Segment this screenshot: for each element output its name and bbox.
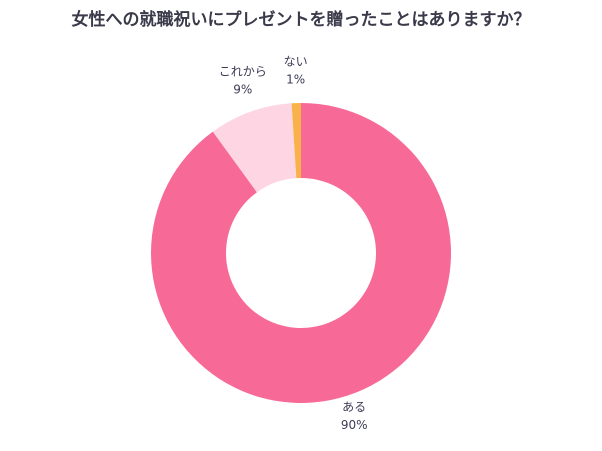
chart-title: 女性への就職祝いにプレゼントを贈ったことはありますか？: [72, 9, 531, 30]
slice-label: これから: [219, 65, 267, 79]
slice-label: ある: [342, 400, 366, 414]
donut-slice: [212, 103, 297, 193]
slice-value-label: 9%: [233, 83, 252, 97]
donut-slice: [291, 103, 301, 179]
slice-value-label: 90%: [341, 418, 368, 432]
slice-value-label: 1%: [286, 73, 305, 87]
slice-label: ない: [284, 55, 308, 69]
donut-slice: [150, 103, 451, 403]
